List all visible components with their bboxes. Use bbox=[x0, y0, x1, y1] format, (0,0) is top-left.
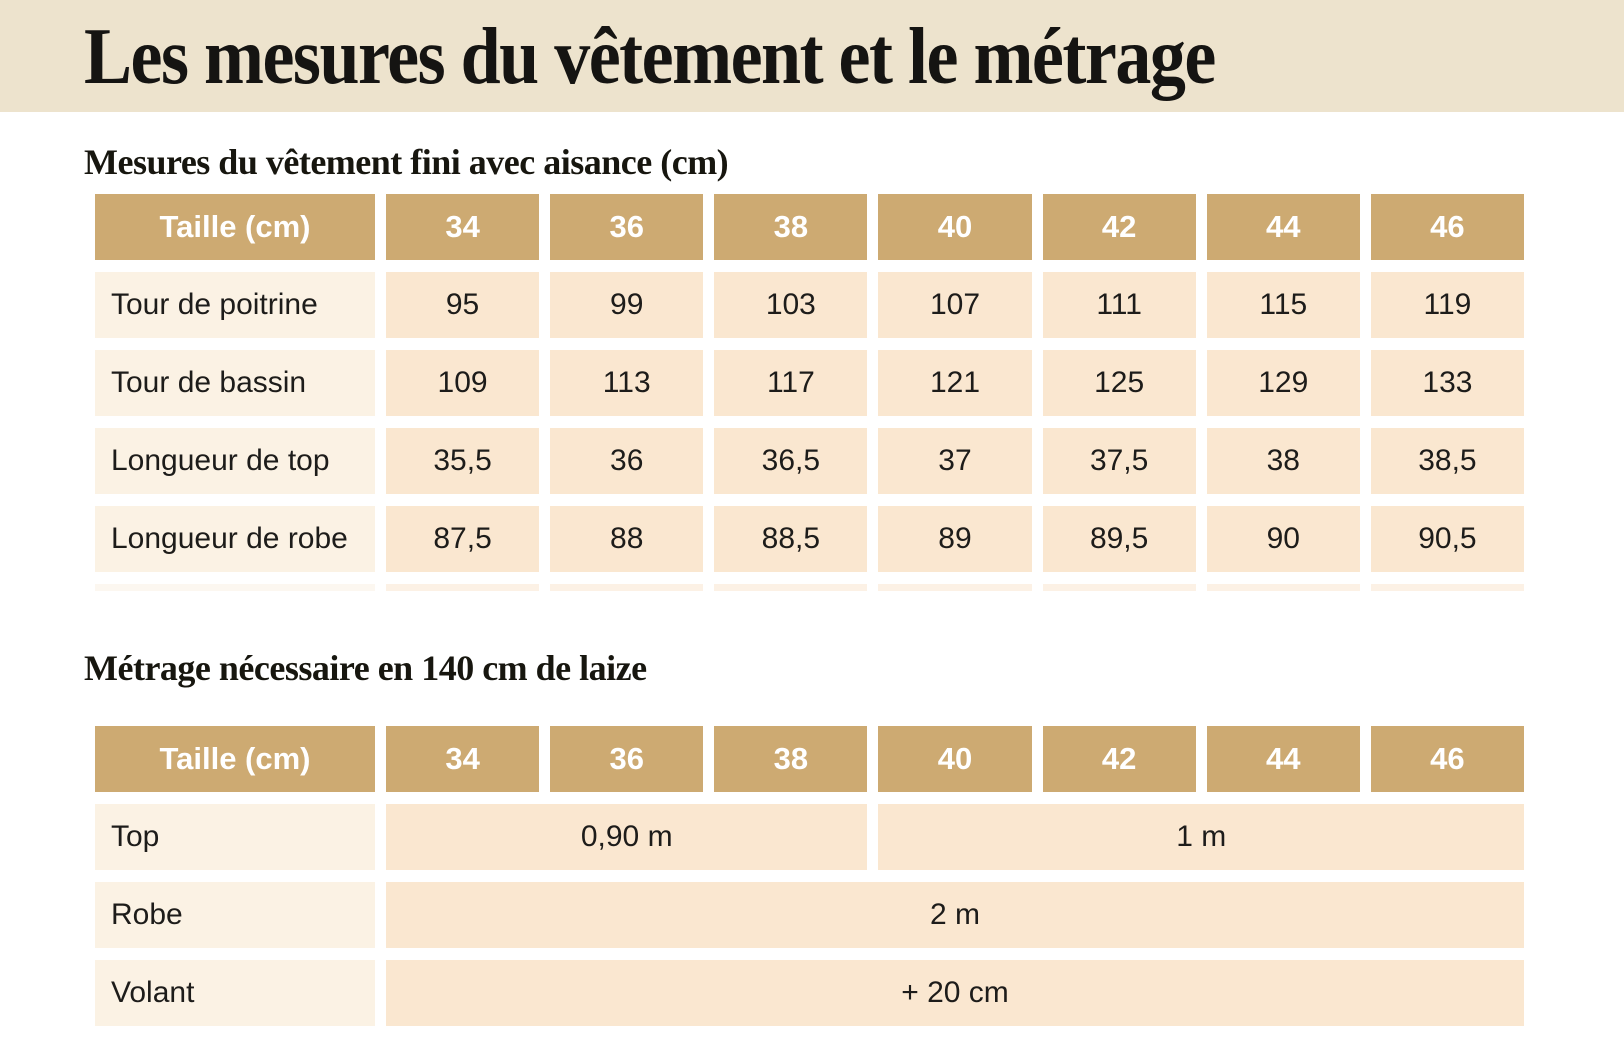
table-row-top: Top 0,90 m 1 m bbox=[95, 804, 1524, 870]
value-cell: 95 bbox=[386, 272, 540, 338]
size-header-cell-42: 42 bbox=[1042, 194, 1196, 260]
value-cell: 90 bbox=[1206, 506, 1360, 572]
table-row-tour-de-bassin: Tour de bassin 109 113 117 121 125 129 1… bbox=[95, 350, 1524, 416]
table-row-longueur-de-top: Longueur de top 35,5 36 36,5 37 37,5 38 … bbox=[95, 428, 1524, 494]
cutoff-row-cell bbox=[1042, 584, 1196, 591]
cutoff-row bbox=[95, 584, 1524, 591]
value-cell: 117 bbox=[714, 350, 868, 416]
row-label: Longueur de robe bbox=[95, 506, 375, 572]
value-cell: 125 bbox=[1042, 350, 1196, 416]
size-header-cell-44: 44 bbox=[1206, 194, 1360, 260]
measures-header-row: Taille (cm) 34 36 38 40 42 44 46 bbox=[95, 194, 1524, 260]
value-cell: 89,5 bbox=[1042, 506, 1196, 572]
value-cell: 121 bbox=[878, 350, 1032, 416]
value-cell: 37,5 bbox=[1042, 428, 1196, 494]
value-cell: 115 bbox=[1206, 272, 1360, 338]
value-cell: 88 bbox=[550, 506, 704, 572]
metrage-header-row: Taille (cm) 34 36 38 40 42 44 46 bbox=[95, 726, 1524, 792]
value-cell: 99 bbox=[550, 272, 704, 338]
cutoff-row-cell bbox=[386, 584, 540, 591]
cutoff-row-cell bbox=[878, 584, 1032, 591]
span-value-cell: 1 m bbox=[878, 804, 1524, 870]
span-value-cell: 2 m bbox=[386, 882, 1524, 948]
table-row-tour-de-poitrine: Tour de poitrine 95 99 103 107 111 115 1… bbox=[95, 272, 1524, 338]
metrage-table: Taille (cm) 34 36 38 40 42 44 46 Top 0,9… bbox=[84, 714, 1535, 1038]
title-banner: Les mesures du vêtement et le métrage bbox=[0, 0, 1624, 112]
span-value-cell: 0,90 m bbox=[386, 804, 868, 870]
row-label: Longueur de top bbox=[95, 428, 375, 494]
cutoff-row-cell bbox=[1370, 584, 1524, 591]
value-cell: 88,5 bbox=[714, 506, 868, 572]
value-cell: 36,5 bbox=[714, 428, 868, 494]
taille-header-cell: Taille (cm) bbox=[95, 194, 375, 260]
row-label: Volant bbox=[95, 960, 375, 1026]
cutoff-row-cell bbox=[1206, 584, 1360, 591]
row-label: Robe bbox=[95, 882, 375, 948]
taille-header-cell: Taille (cm) bbox=[95, 726, 375, 792]
cutoff-row-cell bbox=[550, 584, 704, 591]
table-row-longueur-de-robe: Longueur de robe 87,5 88 88,5 89 89,5 90… bbox=[95, 506, 1524, 572]
row-label: Tour de poitrine bbox=[95, 272, 375, 338]
size-header-cell-36: 36 bbox=[550, 194, 704, 260]
value-cell: 109 bbox=[386, 350, 540, 416]
value-cell: 119 bbox=[1370, 272, 1524, 338]
value-cell: 133 bbox=[1370, 350, 1524, 416]
size-header-cell-38: 38 bbox=[714, 194, 868, 260]
table-row-volant: Volant + 20 cm bbox=[95, 960, 1524, 1026]
size-header-cell-34: 34 bbox=[386, 194, 540, 260]
size-header-cell-44: 44 bbox=[1206, 726, 1360, 792]
cutoff-row-cell bbox=[95, 584, 375, 591]
size-header-cell-34: 34 bbox=[386, 726, 540, 792]
value-cell: 129 bbox=[1206, 350, 1360, 416]
value-cell: 111 bbox=[1042, 272, 1196, 338]
row-label: Tour de bassin bbox=[95, 350, 375, 416]
value-cell: 36 bbox=[550, 428, 704, 494]
size-header-cell-40: 40 bbox=[878, 726, 1032, 792]
value-cell: 38,5 bbox=[1370, 428, 1524, 494]
size-header-cell-36: 36 bbox=[550, 726, 704, 792]
span-value-cell: + 20 cm bbox=[386, 960, 1524, 1026]
value-cell: 90,5 bbox=[1370, 506, 1524, 572]
size-header-cell-40: 40 bbox=[878, 194, 1032, 260]
size-header-cell-42: 42 bbox=[1042, 726, 1196, 792]
value-cell: 113 bbox=[550, 350, 704, 416]
value-cell: 37 bbox=[878, 428, 1032, 494]
value-cell: 87,5 bbox=[386, 506, 540, 572]
table-row-robe: Robe 2 m bbox=[95, 882, 1524, 948]
content: Mesures du vêtement fini avec aisance (c… bbox=[0, 142, 1624, 1038]
size-header-cell-46: 46 bbox=[1370, 194, 1524, 260]
page-title: Les mesures du vêtement et le métrage bbox=[84, 10, 1216, 101]
value-cell: 89 bbox=[878, 506, 1032, 572]
measures-section-heading: Mesures du vêtement fini avec aisance (c… bbox=[84, 142, 729, 182]
cutoff-row-cell bbox=[714, 584, 868, 591]
size-header-cell-46: 46 bbox=[1370, 726, 1524, 792]
measures-table: Taille (cm) 34 36 38 40 42 44 46 Tour de… bbox=[84, 182, 1535, 584]
value-cell: 107 bbox=[878, 272, 1032, 338]
value-cell: 35,5 bbox=[386, 428, 540, 494]
value-cell: 38 bbox=[1206, 428, 1360, 494]
row-label: Top bbox=[95, 804, 375, 870]
size-header-cell-38: 38 bbox=[714, 726, 868, 792]
metrage-section-heading: Métrage nécessaire en 140 cm de laize bbox=[84, 648, 647, 688]
value-cell: 103 bbox=[714, 272, 868, 338]
